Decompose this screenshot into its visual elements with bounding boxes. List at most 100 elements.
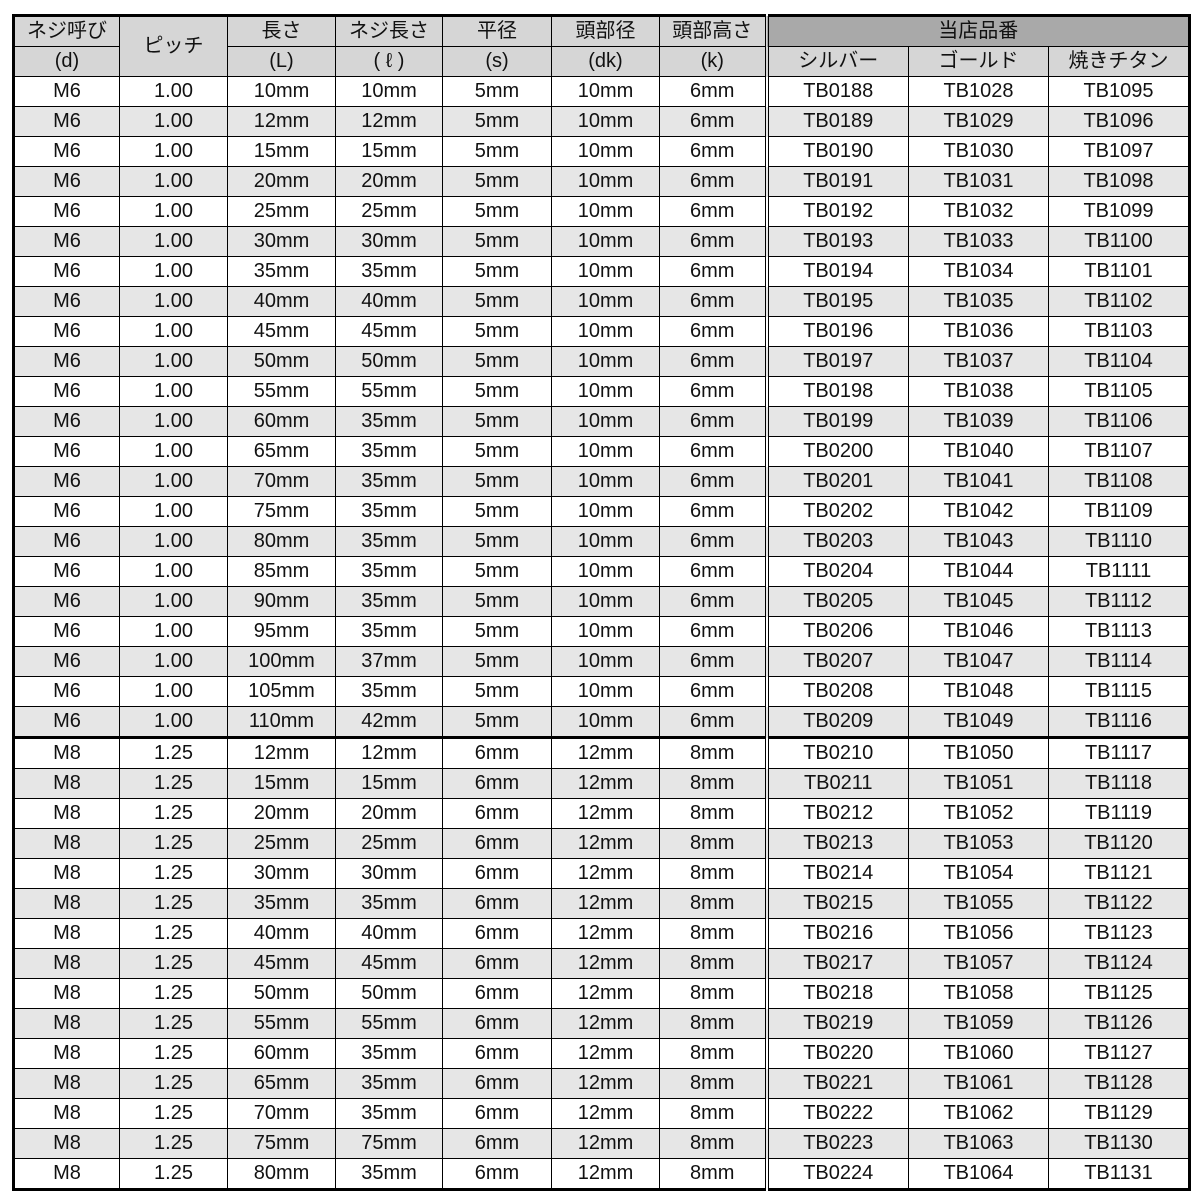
- cell-size: M6: [13, 196, 120, 227]
- header-length: 長さ: [227, 15, 336, 47]
- table-row: M8 1.25 20mm 20mm 6mm 12mm 8mm TB0212 TB1052 TB11…: [13, 798, 1191, 829]
- cell-head-height: 6mm: [659, 616, 767, 647]
- cell-head-diameter: 12mm: [551, 1038, 660, 1069]
- cell-flat-diameter: 6mm: [442, 1098, 552, 1129]
- cell-gold-code: TB1035: [908, 286, 1049, 317]
- cell-head-height: 8mm: [659, 768, 767, 799]
- cell-flat-diameter: 5mm: [442, 316, 552, 347]
- cell-gold-code: TB1058: [908, 978, 1049, 1009]
- cell-head-diameter: 10mm: [551, 436, 660, 467]
- cell-pitch: 1.25: [119, 1008, 228, 1039]
- cell-silver-code: TB0217: [764, 948, 909, 979]
- cell-length: 12mm: [227, 736, 336, 769]
- cell-gold-code: TB1031: [908, 166, 1049, 197]
- cell-pitch: 1.25: [119, 1068, 228, 1099]
- cell-pitch: 1.00: [119, 226, 228, 257]
- cell-titanium-code: TB1124: [1047, 948, 1191, 979]
- cell-thread-length: 20mm: [335, 166, 443, 197]
- table-row: M6 1.00 40mm 40mm 5mm 10mm 6mm TB0195 TB1035 TB11…: [13, 286, 1191, 317]
- cell-gold-code: TB1028: [908, 76, 1049, 107]
- cell-flat-diameter: 5mm: [442, 226, 552, 257]
- cell-silver-code: TB0200: [764, 436, 909, 467]
- cell-titanium-code: TB1104: [1047, 346, 1191, 377]
- cell-pitch: 1.25: [119, 858, 228, 889]
- cell-thread-length: 75mm: [335, 1128, 443, 1159]
- cell-pitch: 1.00: [119, 346, 228, 377]
- cell-pitch: 1.00: [119, 496, 228, 527]
- cell-head-diameter: 10mm: [551, 646, 660, 677]
- cell-titanium-code: TB1105: [1047, 376, 1191, 407]
- cell-titanium-code: TB1125: [1047, 978, 1191, 1009]
- cell-flat-diameter: 5mm: [442, 286, 552, 317]
- cell-head-diameter: 10mm: [551, 136, 660, 167]
- cell-flat-diameter: 5mm: [442, 466, 552, 497]
- cell-silver-code: TB0213: [764, 828, 909, 859]
- header-length-symbol: (L): [227, 46, 336, 77]
- table-row: M8 1.25 12mm 12mm 6mm 12mm 8mm TB0210 TB1050 TB11…: [13, 736, 1191, 769]
- cell-thread-length: 35mm: [335, 1158, 443, 1190]
- cell-length: 25mm: [227, 196, 336, 227]
- cell-head-diameter: 12mm: [551, 888, 660, 919]
- cell-length: 30mm: [227, 858, 336, 889]
- cell-titanium-code: TB1118: [1047, 768, 1191, 799]
- cell-head-height: 6mm: [659, 436, 767, 467]
- cell-silver-code: TB0211: [764, 768, 909, 799]
- cell-head-height: 6mm: [659, 406, 767, 437]
- cell-size: M8: [13, 736, 120, 769]
- cell-gold-code: TB1034: [908, 256, 1049, 287]
- cell-thread-length: 35mm: [335, 676, 443, 707]
- cell-head-height: 8mm: [659, 1128, 767, 1159]
- cell-head-height: 6mm: [659, 466, 767, 497]
- cell-length: 85mm: [227, 556, 336, 587]
- cell-thread-length: 35mm: [335, 556, 443, 587]
- cell-size: M8: [13, 1068, 120, 1099]
- cell-gold-code: TB1048: [908, 676, 1049, 707]
- cell-thread-length: 12mm: [335, 736, 443, 769]
- cell-size: M6: [13, 76, 120, 107]
- cell-head-diameter: 10mm: [551, 616, 660, 647]
- cell-length: 100mm: [227, 646, 336, 677]
- cell-flat-diameter: 5mm: [442, 166, 552, 197]
- cell-size: M8: [13, 978, 120, 1009]
- cell-thread-length: 30mm: [335, 226, 443, 257]
- cell-flat-diameter: 6mm: [442, 858, 552, 889]
- cell-length: 60mm: [227, 406, 336, 437]
- table-row: M8 1.25 80mm 35mm 6mm 12mm 8mm TB0224 TB1064 TB11…: [13, 1158, 1191, 1190]
- table-row: M6 1.00 65mm 35mm 5mm 10mm 6mm TB0200 TB1040 TB11…: [13, 436, 1191, 467]
- cell-pitch: 1.00: [119, 436, 228, 467]
- cell-gold-code: TB1037: [908, 346, 1049, 377]
- cell-silver-code: TB0222: [764, 1098, 909, 1129]
- cell-length: 80mm: [227, 526, 336, 557]
- cell-pitch: 1.00: [119, 376, 228, 407]
- cell-length: 110mm: [227, 706, 336, 738]
- cell-flat-diameter: 5mm: [442, 526, 552, 557]
- cell-size: M6: [13, 556, 120, 587]
- cell-head-height: 8mm: [659, 918, 767, 949]
- cell-size: M6: [13, 136, 120, 167]
- cell-length: 95mm: [227, 616, 336, 647]
- cell-titanium-code: TB1113: [1047, 616, 1191, 647]
- cell-size: M6: [13, 226, 120, 257]
- cell-pitch: 1.00: [119, 706, 228, 738]
- cell-size: M6: [13, 346, 120, 377]
- cell-pitch: 1.00: [119, 166, 228, 197]
- cell-gold-code: TB1055: [908, 888, 1049, 919]
- cell-head-height: 8mm: [659, 736, 767, 769]
- cell-thread-length: 35mm: [335, 1098, 443, 1129]
- cell-silver-code: TB0223: [764, 1128, 909, 1159]
- cell-pitch: 1.00: [119, 256, 228, 287]
- table-row: M6 1.00 70mm 35mm 5mm 10mm 6mm TB0201 TB1041 TB11…: [13, 466, 1191, 497]
- cell-flat-diameter: 5mm: [442, 616, 552, 647]
- header-silver: シルバー: [764, 46, 909, 77]
- cell-gold-code: TB1042: [908, 496, 1049, 527]
- cell-length: 75mm: [227, 1128, 336, 1159]
- cell-silver-code: TB0212: [764, 798, 909, 829]
- table-row: M6 1.00 90mm 35mm 5mm 10mm 6mm TB0205 TB1045 TB11…: [13, 586, 1191, 617]
- cell-thread-length: 40mm: [335, 286, 443, 317]
- cell-size: M8: [13, 1128, 120, 1159]
- cell-thread-length: 10mm: [335, 76, 443, 107]
- cell-thread-length: 42mm: [335, 706, 443, 738]
- cell-thread-length: 50mm: [335, 978, 443, 1009]
- cell-head-diameter: 12mm: [551, 768, 660, 799]
- cell-flat-diameter: 5mm: [442, 406, 552, 437]
